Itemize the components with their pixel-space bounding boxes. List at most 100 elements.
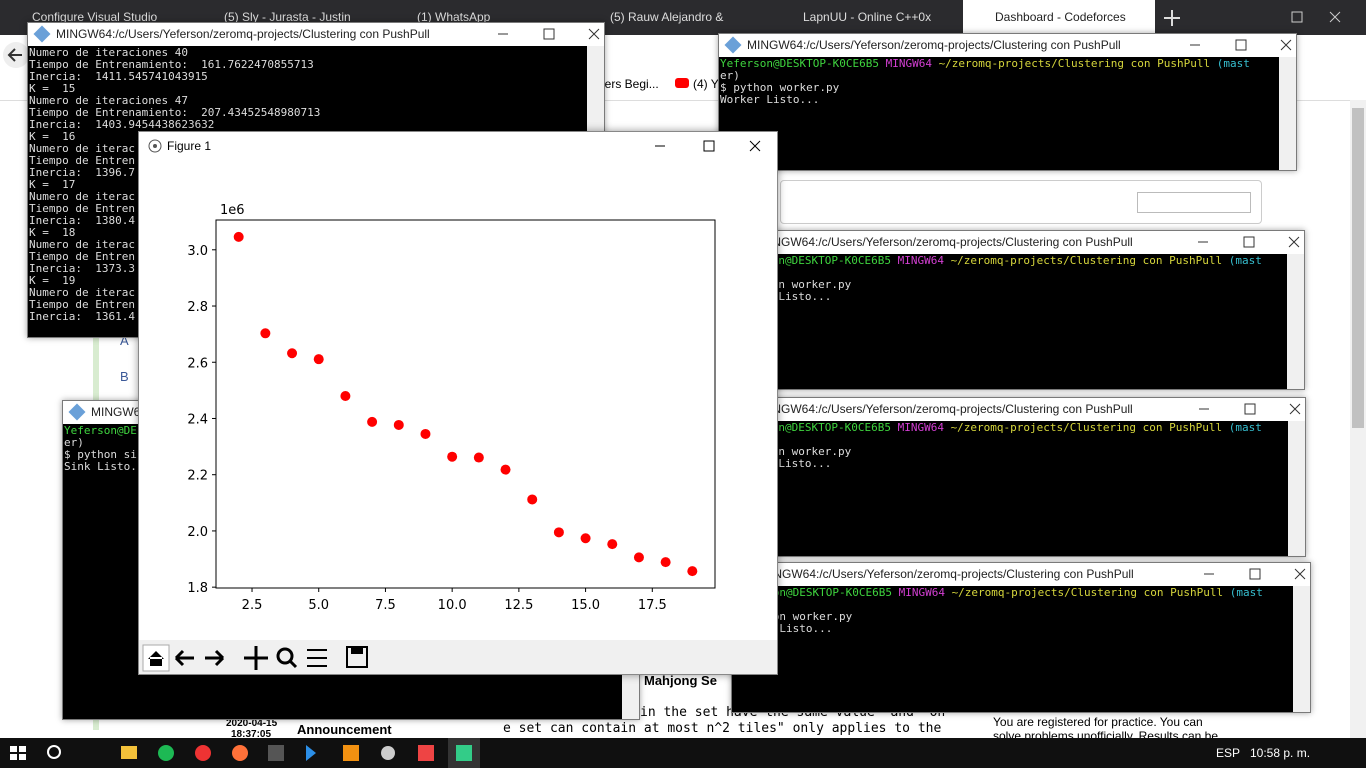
announcement[interactable]: Announcement bbox=[297, 722, 392, 737]
terminal-title: MINGW64:/c/Users/Yeferson/zeromq-project… bbox=[747, 38, 1121, 52]
point bbox=[233, 231, 244, 242]
point bbox=[660, 557, 671, 568]
prompt-shell: MINGW64 bbox=[885, 57, 932, 70]
output-line: Numero de iterac bbox=[29, 238, 135, 251]
point bbox=[313, 354, 324, 365]
figure-controls[interactable] bbox=[649, 139, 774, 153]
output-line: K = 16 bbox=[29, 130, 76, 143]
point bbox=[287, 348, 298, 359]
window-controls[interactable] bbox=[1177, 398, 1305, 420]
output-line: $ python si bbox=[64, 448, 137, 461]
prompt-branch: (mast bbox=[1228, 254, 1262, 267]
point bbox=[633, 552, 644, 563]
y-tick-label: 2.8 bbox=[187, 300, 208, 315]
x-tick-label: 17.5 bbox=[638, 598, 667, 613]
post-time: 18:37:05 bbox=[231, 729, 272, 740]
window-controls[interactable] bbox=[476, 23, 604, 45]
terminal-window: MINGW64:/c/Users/Yeferson/zeromq-project… bbox=[731, 562, 1311, 713]
output-line: Numero de iteraciones 47 bbox=[29, 94, 188, 107]
tab[interactable]: Dashboard - Codeforces bbox=[963, 0, 1155, 35]
output-line: Numero de iterac bbox=[29, 286, 135, 299]
terminal-scrollbar[interactable] bbox=[1287, 254, 1304, 389]
terminal-output: Yeferson@DESKTOP-K0CE6B5 MINGW64 ~/zerom… bbox=[719, 57, 1279, 170]
scroll-thumb[interactable] bbox=[1352, 108, 1364, 428]
x-tick-label: 10.0 bbox=[438, 598, 467, 613]
prompt-branch: (mast bbox=[1216, 57, 1250, 70]
terminal-icon bbox=[68, 403, 86, 421]
prompt-path: ~/zeromq-projects/Clustering con PushPul… bbox=[950, 421, 1223, 434]
output-line: Inercia: 1380.4 bbox=[29, 214, 135, 227]
control-glyph bbox=[1199, 403, 1301, 415]
tab[interactable]: Configure Visual Studio bbox=[32, 10, 158, 24]
bookmark[interactable]: bers Begi... bbox=[598, 77, 659, 91]
x-tick-label: 15.0 bbox=[571, 598, 600, 613]
toolbar-icons[interactable] bbox=[139, 640, 379, 674]
bookmark[interactable]: (4) Y bbox=[675, 77, 719, 91]
tab[interactable]: (5) Sly - Jurasta - Justin bbox=[224, 10, 351, 24]
point bbox=[553, 527, 564, 538]
figure-toolbar bbox=[139, 640, 777, 674]
prompt-line: Yeferson@DESKTOP-K0CE6B5 MINGW64 ~/zerom… bbox=[732, 422, 1287, 434]
prompt-line: Yeferson@DESKTOP-K0CE6B5 MINGW64 ~/zerom… bbox=[720, 58, 1278, 70]
sidebar-text: You are registered for practice. You can bbox=[993, 715, 1203, 729]
window-controls[interactable] bbox=[1182, 563, 1310, 585]
point bbox=[420, 428, 431, 439]
output-line: Inercia: 1373.3 bbox=[29, 262, 135, 275]
problem-link[interactable]: A bbox=[120, 333, 129, 348]
tab[interactable]: (1) WhatsApp bbox=[417, 10, 491, 24]
x-tick-label: 5.0 bbox=[308, 598, 329, 613]
y-tick-label: 1.8 bbox=[187, 581, 208, 596]
terminal-titlebar: MINGW64:/c/Users/Yeferson/zeromq-project… bbox=[28, 23, 604, 45]
prompt-shell: MINGW64 bbox=[898, 586, 945, 599]
back-button[interactable] bbox=[2, 41, 30, 69]
problem-title: Mahjong Se bbox=[644, 673, 717, 688]
output-line: Worker Listo... bbox=[732, 457, 832, 470]
output-line: Numero de iteraciones 40 bbox=[29, 46, 188, 59]
window-controls[interactable] bbox=[1280, 8, 1360, 28]
output-line: Tiempo de Entren bbox=[29, 250, 135, 263]
taskbar-icons[interactable] bbox=[0, 738, 480, 768]
prompt-path: ~/zeromq-projects/Clustering con PushPul… bbox=[938, 57, 1211, 70]
point bbox=[580, 533, 591, 544]
output-line: Tiempo de Entren bbox=[29, 298, 135, 311]
tab[interactable]: (5) Rauw Alejandro & bbox=[610, 10, 724, 24]
output-line: Inercia: 1396.7 bbox=[29, 166, 135, 179]
window-controls[interactable] bbox=[1168, 34, 1296, 56]
terminal-title: MINGW64:/c/Users/Yeferson/zeromq-project… bbox=[760, 567, 1134, 581]
terminal-scrollbar[interactable] bbox=[1293, 586, 1310, 712]
output-line: K = 15 bbox=[29, 82, 76, 95]
language-indicator[interactable]: ESP bbox=[1216, 746, 1241, 760]
terminal-icon bbox=[724, 36, 742, 54]
page-scrollbar[interactable] bbox=[1350, 100, 1366, 738]
terminal-scrollbar[interactable] bbox=[1288, 421, 1305, 556]
y-tick-label: 2.2 bbox=[187, 469, 208, 484]
search-box[interactable] bbox=[1137, 192, 1251, 213]
point bbox=[260, 328, 271, 339]
window-control-icons bbox=[498, 28, 600, 40]
bookmark-label: (4) Y bbox=[693, 77, 719, 91]
output-line: Numero de iterac bbox=[29, 142, 135, 155]
control-glyph bbox=[1198, 236, 1300, 248]
prompt-path: ~/zeromq-projects/Clustering con PushPul… bbox=[950, 254, 1223, 267]
point bbox=[393, 419, 404, 430]
problem-link[interactable]: B bbox=[120, 369, 129, 384]
search-panel bbox=[780, 180, 1262, 224]
output-line: Sink Listo... bbox=[64, 460, 151, 473]
y-tick-label: 2.4 bbox=[187, 412, 208, 427]
tab[interactable]: LapnUU - Online C++0x bbox=[803, 10, 932, 24]
output-line: $ python worker.py bbox=[720, 81, 840, 94]
prompt-branch: (mast bbox=[1228, 421, 1262, 434]
window-controls[interactable] bbox=[1176, 231, 1304, 253]
terminal-scrollbar[interactable] bbox=[1279, 57, 1296, 170]
output-line: Worker Listo... bbox=[733, 622, 833, 635]
new-tab[interactable] bbox=[1160, 6, 1184, 30]
terminal-output: Yeferson@DESKTOP-K0CE6B5 MINGW64 ~/zerom… bbox=[731, 421, 1288, 556]
output-line: er) bbox=[64, 436, 84, 449]
clock[interactable]: 10:58 p. m. bbox=[1250, 746, 1311, 760]
terminal-title: MINGW64:/c/Users/Yeferson/zeromq-project… bbox=[759, 402, 1133, 416]
y-tick-label: 3.0 bbox=[187, 244, 208, 259]
figure-icon bbox=[148, 139, 162, 153]
prompt-shell: MINGW64 bbox=[897, 254, 944, 267]
output-line: Numero de iterac bbox=[29, 190, 135, 203]
y-offset-label: 1e6 bbox=[220, 203, 245, 218]
